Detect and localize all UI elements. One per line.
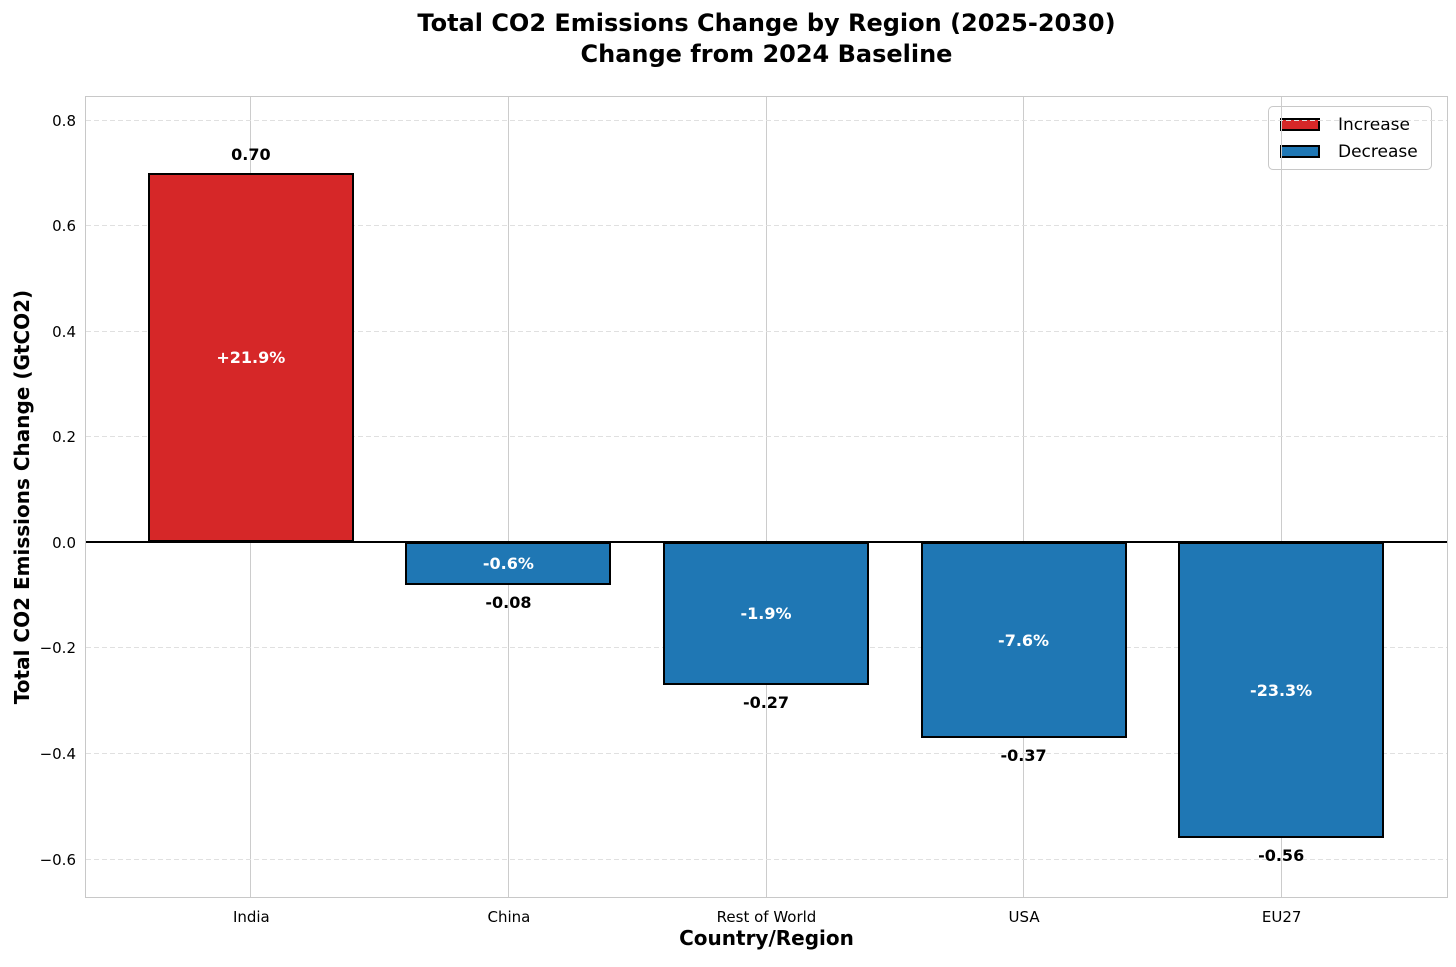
horizontal-gridline [86, 119, 1447, 121]
chart-title-line2: Change from 2024 Baseline [580, 40, 953, 68]
y-tick-label: −0.2 [39, 639, 76, 658]
bar-pct-label-rest-of-world: -1.9% [740, 604, 792, 624]
x-axis-label: Country/Region [679, 926, 854, 950]
horizontal-gridline [86, 330, 1447, 332]
x-tick-label-rest-of-world: Rest of World [716, 908, 817, 926]
bar-pct-label-eu27: -23.3% [1250, 680, 1313, 700]
x-tick-label-china: China [487, 908, 531, 926]
bar-pct-label-china: -0.6% [482, 554, 534, 574]
bar-usa: -7.6% [920, 542, 1127, 738]
plot-area: Increase Decrease +21.9% 0.70 -0.6% -0.08 -1.… [85, 96, 1448, 898]
bar-value-label-eu27: -0.56 [1258, 845, 1305, 865]
horizontal-gridline [86, 225, 1447, 227]
bar-value-label-usa: -0.37 [1000, 745, 1047, 765]
vertical-gridline-usa [1023, 97, 1025, 897]
bar-value-label-rest-of-world: -0.27 [742, 692, 790, 712]
chart-title: Total CO2 Emissions Change by Region (20… [85, 8, 1448, 70]
horizontal-gridline [86, 753, 1447, 754]
chart-title-line1: Total CO2 Emissions Change by Region (20… [417, 9, 1116, 37]
y-tick-label: 0.0 [52, 533, 76, 552]
x-tick-label-eu27: EU27 [1261, 908, 1302, 926]
y-tick-label: 0.2 [52, 428, 76, 447]
bar-china: -0.6% [405, 542, 612, 585]
legend-label-decrease: Decrease [1338, 141, 1418, 162]
vertical-gridline-rest-of-world [765, 97, 767, 897]
y-tick-label: −0.4 [39, 745, 76, 763]
bar-pct-label-india: +21.9% [216, 348, 286, 368]
x-tick-label-usa: USA [1008, 908, 1040, 926]
horizontal-gridline [86, 858, 1447, 860]
legend-item-increase: Increase [1269, 111, 1431, 138]
legend-label-increase: Increase [1338, 114, 1410, 135]
y-tick-label: −0.6 [39, 850, 76, 869]
legend-item-decrease: Decrease [1269, 138, 1431, 165]
bar-pct-label-usa: -7.6% [998, 630, 1050, 650]
y-tick-label: 0.4 [52, 322, 76, 341]
bar-eu27: -23.3% [1178, 542, 1385, 838]
y-tick-label: 0.8 [52, 111, 76, 130]
bar-rest-of-world: -1.9% [662, 542, 870, 685]
x-tick-label-india: India [232, 908, 270, 926]
y-tick-label: 0.6 [52, 217, 76, 236]
legend: Increase Decrease [1268, 106, 1432, 170]
horizontal-gridline [86, 436, 1447, 438]
bar-india: +21.9% [147, 172, 354, 543]
bar-value-label-china: -0.08 [485, 592, 532, 612]
legend-swatch-decrease [1280, 145, 1320, 158]
bar-value-label-india: 0.70 [231, 144, 271, 164]
vertical-gridline-eu27 [1280, 97, 1282, 897]
vertical-gridline-china [507, 97, 509, 897]
